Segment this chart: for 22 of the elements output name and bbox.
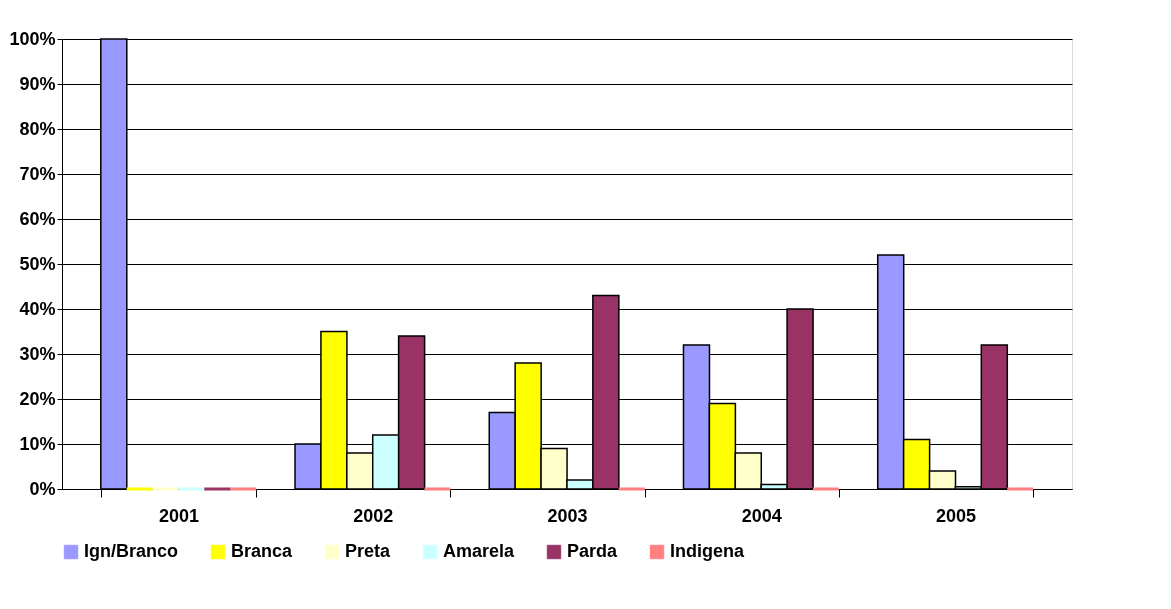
y-tick-label: 90%: [19, 73, 56, 94]
x-tick-label: 2001: [159, 505, 200, 526]
y-tick-label: 60%: [19, 208, 56, 229]
y-tick-label: 100%: [9, 28, 56, 49]
y-tick-label: 10%: [19, 433, 56, 454]
y-tick-label: 80%: [19, 118, 56, 139]
x-tick-label: 2002: [353, 505, 394, 526]
y-tick-label: 40%: [19, 298, 56, 319]
y-tick-label: 30%: [19, 343, 56, 364]
y-tick-label: 70%: [19, 163, 56, 184]
x-tick-label: 2004: [741, 505, 782, 526]
legend-label: Preta: [345, 541, 392, 561]
legend-label: Amarela: [443, 541, 516, 561]
legend-label: Ign/Branco: [84, 541, 179, 561]
y-tick-label: 20%: [19, 388, 56, 409]
legend-label: Indigena: [670, 541, 745, 561]
x-tick-label: 2003: [547, 505, 588, 526]
y-tick-label: 50%: [19, 253, 56, 274]
legend-label: Branca: [231, 541, 294, 561]
x-tick-label: 2005: [935, 505, 976, 526]
y-tick-label: 0%: [29, 478, 56, 499]
legend-label: Parda: [567, 541, 619, 561]
